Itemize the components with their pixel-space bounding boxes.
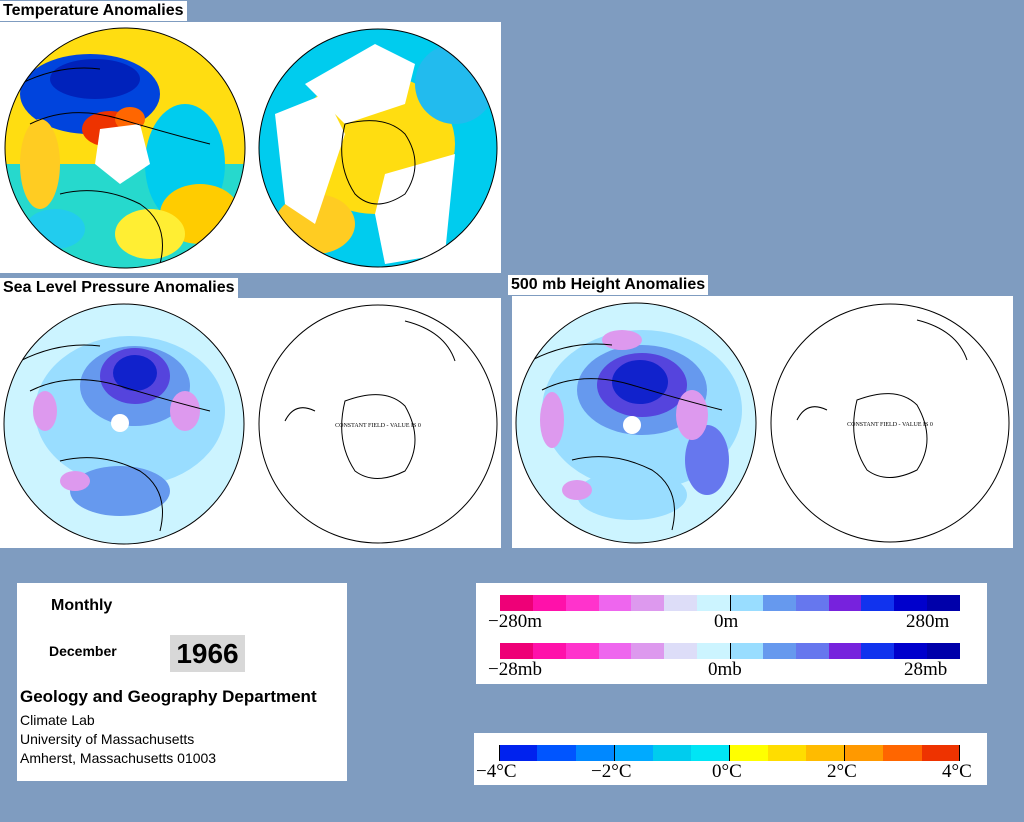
info-box: Monthly December 1966 Geology and Geogra… — [17, 583, 347, 781]
height-swatch-9 — [795, 595, 829, 611]
height-swatch-13 — [927, 595, 961, 611]
height-swatch-1 — [532, 595, 566, 611]
pressure-swatch-6 — [697, 643, 731, 659]
temperature-swatch-11 — [921, 745, 961, 761]
pressure-swatch-9 — [795, 643, 829, 659]
height500-anomalies-panel: CONSTANT FIELD - VALUE IS 0 — [512, 296, 1013, 548]
pressure-tick-max: 28mb — [904, 659, 948, 680]
month-label: December — [49, 643, 117, 659]
slp-anomalies-title: Sea Level Pressure Anomalies — [0, 278, 238, 298]
pressure-swatch-1 — [532, 643, 566, 659]
temperature-swatch-7 — [767, 745, 807, 761]
height-swatch-7 — [730, 595, 763, 611]
height-swatch-2 — [565, 595, 599, 611]
height-swatch-5 — [664, 595, 698, 611]
temperature-legend: −4°C −2°C 0°C 2°C 4°C — [474, 733, 987, 785]
temperature-swatch-6 — [729, 745, 768, 761]
temperature-tick-neg2: −2°C — [591, 761, 632, 782]
pressure-swatch-10 — [828, 643, 862, 659]
temperature-anomalies-title: Temperature Anomalies — [0, 1, 187, 21]
pressure-swatch-5 — [664, 643, 698, 659]
pressure-swatch-3 — [598, 643, 632, 659]
height500-anomalies-title: 500 mb Height Anomalies — [508, 275, 709, 295]
pressure-swatch-4 — [631, 643, 665, 659]
pressure-swatch-11 — [861, 643, 895, 659]
height-swatch-6 — [697, 595, 731, 611]
temperature-tick-zero: 0°C — [712, 761, 742, 782]
height-tick-min: −280m — [488, 611, 542, 632]
temperature-swatch-9 — [844, 745, 884, 761]
height-swatch-3 — [598, 595, 632, 611]
temperature-swatch-4 — [652, 745, 692, 761]
pressure-swatch-7 — [730, 643, 763, 659]
height-tick-zero: 0m — [714, 611, 739, 632]
address-label: Amherst, Massachusetts 01003 — [20, 750, 217, 766]
year-label: 1966 — [170, 635, 245, 672]
anomaly-legend: −280m 0m 280m −28mb 0mb 28mb — [476, 583, 987, 684]
height-swatch-12 — [894, 595, 928, 611]
university-label: University of Massachusetts — [20, 731, 195, 747]
height500-globe-south: CONSTANT FIELD - VALUE IS 0 — [770, 303, 1010, 543]
pressure-swatch-2 — [565, 643, 599, 659]
temperature-swatch-0 — [499, 745, 538, 761]
temperature-globe-south — [258, 28, 498, 268]
height-tick-max: 280m — [906, 611, 950, 632]
slp-globe-south: CONSTANT FIELD - VALUE IS 0 — [258, 304, 498, 544]
temperature-tick-pos4: 4°C — [942, 761, 972, 782]
pressure-color-bar — [500, 643, 961, 659]
temperature-tick-neg4: −4°C — [476, 761, 517, 782]
pressure-tick-zero: 0mb — [708, 659, 742, 680]
height-swatch-11 — [861, 595, 895, 611]
height500-constant-field-label: CONSTANT FIELD - VALUE IS 0 — [847, 422, 933, 428]
temperature-swatch-2 — [575, 745, 615, 761]
slp-anomalies-panel: CONSTANT FIELD - VALUE IS 0 — [0, 298, 501, 548]
temperature-swatch-3 — [614, 745, 653, 761]
period-label: Monthly — [51, 597, 113, 614]
temperature-color-bar — [499, 745, 961, 761]
temperature-swatch-5 — [691, 745, 730, 761]
slp-globe-north — [3, 303, 245, 545]
height500-globe-north — [515, 302, 757, 544]
pressure-swatch-13 — [927, 643, 961, 659]
height-swatch-4 — [631, 595, 665, 611]
pressure-swatch-0 — [500, 643, 533, 659]
department-label: Geology and Geography Department — [20, 687, 317, 706]
height-swatch-0 — [500, 595, 533, 611]
height-swatch-10 — [828, 595, 862, 611]
height-swatch-8 — [762, 595, 796, 611]
temperature-swatch-1 — [537, 745, 576, 761]
temperature-tick-pos2: 2°C — [827, 761, 857, 782]
height-color-bar — [500, 595, 961, 611]
lab-label: Climate Lab — [20, 712, 95, 728]
pressure-swatch-8 — [762, 643, 796, 659]
temperature-swatch-10 — [883, 745, 922, 761]
temperature-anomalies-panel — [0, 22, 501, 273]
temperature-globe-north — [4, 27, 246, 269]
slp-constant-field-label: CONSTANT FIELD - VALUE IS 0 — [335, 423, 421, 429]
pressure-swatch-12 — [894, 643, 928, 659]
pressure-tick-min: −28mb — [488, 659, 542, 680]
temperature-swatch-8 — [806, 745, 845, 761]
